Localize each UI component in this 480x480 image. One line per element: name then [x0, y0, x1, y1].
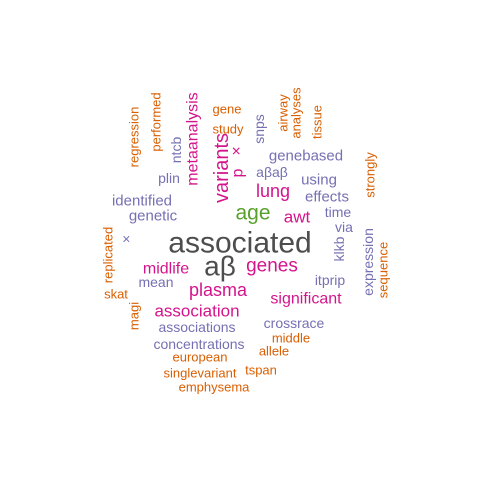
word-33: gene	[213, 102, 242, 117]
word-19: via	[335, 219, 353, 235]
word-49: tspan	[245, 363, 277, 378]
word-32: ×	[118, 235, 134, 243]
word-22: expression	[360, 228, 376, 296]
word-11: metaanalysis	[185, 92, 202, 185]
word-25: plin	[158, 170, 180, 186]
word-38: performed	[149, 92, 164, 151]
word-7: awt	[284, 208, 311, 227]
word-46: allele	[259, 344, 289, 359]
word-36: analyses	[289, 87, 304, 139]
word-30: crossrace	[264, 315, 325, 331]
word-35: airway	[276, 94, 291, 132]
word-47: european	[173, 350, 228, 365]
word-28: mean	[138, 274, 173, 290]
word-44: magi	[127, 302, 142, 330]
word-41: sequence	[376, 242, 391, 298]
word-31: concentrations	[153, 336, 244, 352]
word-50: emphysema	[179, 380, 251, 395]
word-27: snps	[251, 114, 267, 144]
word-43: skat	[104, 287, 128, 302]
word-2: age	[235, 202, 270, 225]
word-42: replicated	[101, 227, 116, 283]
word-20: klkb	[331, 236, 347, 261]
word-4: plasma	[189, 280, 248, 300]
word-26: ntcb	[168, 137, 184, 164]
word-48: singlevariant	[164, 366, 237, 381]
word-16: using	[301, 172, 337, 189]
word-12: p	[230, 168, 247, 177]
word-23: identified	[112, 193, 172, 210]
word-45: middle	[272, 331, 310, 346]
word-0: associated	[168, 227, 311, 260]
word-9: association	[154, 302, 239, 321]
word-21: itprip	[315, 272, 346, 288]
word-34: study	[212, 122, 244, 137]
word-1: aβ	[204, 251, 236, 282]
word-5: variants	[211, 133, 233, 203]
word-8: midlife	[143, 261, 189, 278]
word-17: effects	[305, 189, 349, 206]
word-3: genes	[246, 256, 298, 277]
word-18: time	[325, 204, 352, 220]
word-24: genetic	[129, 208, 178, 225]
word-13: ×	[229, 146, 246, 155]
word-40: strongly	[363, 152, 378, 198]
word-6: lung	[256, 181, 290, 201]
word-14: genebased	[269, 148, 343, 165]
word-15: aβaβ	[256, 164, 288, 180]
word-39: regression	[127, 107, 142, 168]
word-29: associations	[158, 319, 235, 335]
word-37: tissue	[310, 105, 325, 139]
word-10: significant	[270, 291, 342, 308]
